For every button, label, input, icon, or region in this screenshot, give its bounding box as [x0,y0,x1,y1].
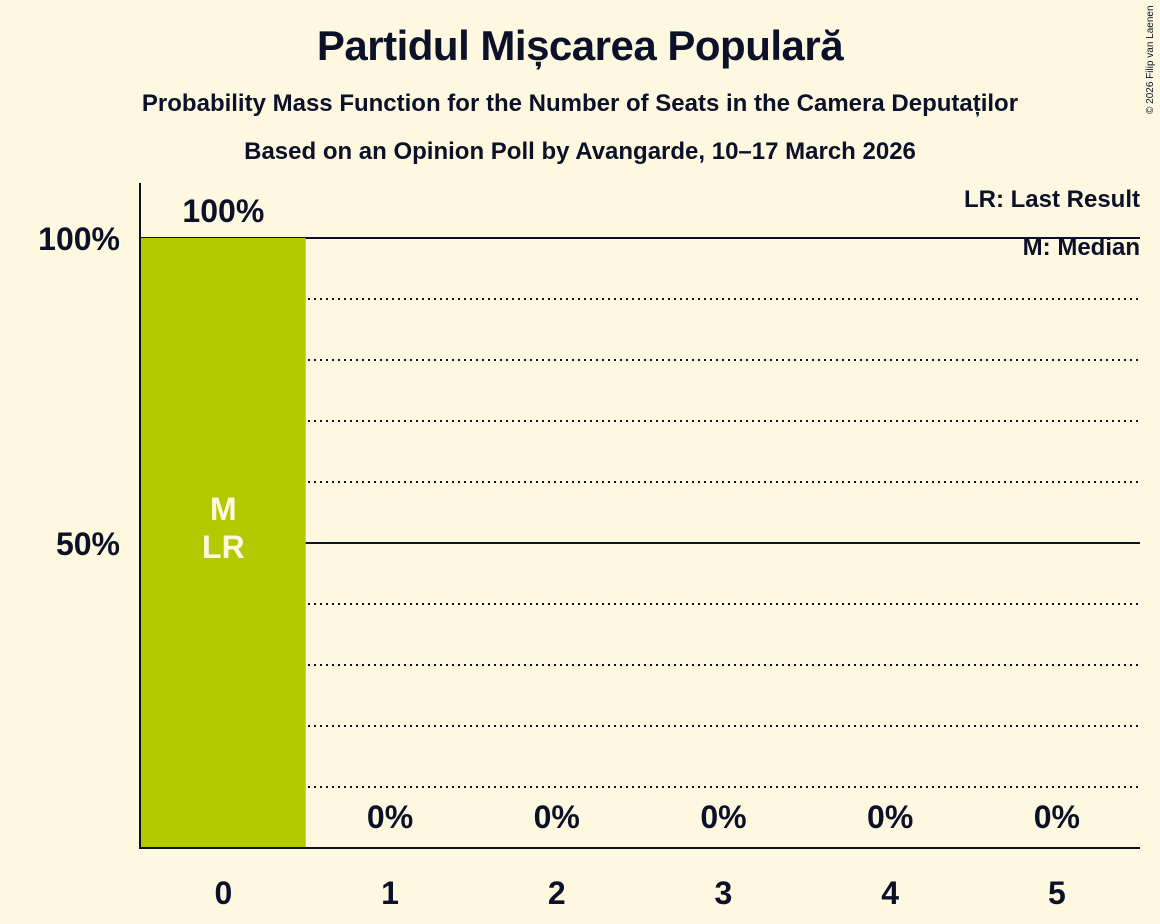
legend-last-result: LR: Last Result [963,186,1140,213]
gridlines [140,237,1140,788]
bar-value-label: 0% [534,799,580,835]
bar-value-label: 0% [867,799,913,835]
x-tick-label: 3 [715,875,733,911]
x-tick-label: 2 [548,875,566,911]
x-tick-label: 0 [214,875,232,911]
bar-value-label: 0% [1034,799,1080,835]
bar-value-label: 100% [182,193,264,229]
axes [139,183,1140,849]
bar-value-label: 0% [700,799,746,835]
labels: 100% 0 0% 1 0% 2 0% 3 0% 4 0% 5 MLR 50% 100% [38,193,1080,911]
bar-value-label: 0% [367,799,413,835]
chart-subtitle: Probability Mass Function for the Number… [141,90,1019,117]
y-tick-label: 50% [56,526,120,562]
legend-median: M: Median [1022,234,1140,261]
x-tick-label: 1 [381,875,399,911]
x-tick-label: 4 [881,875,899,911]
chart-source-line: Based on an Opinion Poll by Avangarde, 1… [244,138,916,165]
y-tick-label: 100% [38,221,120,257]
bars [141,238,306,848]
bar-annotation-m: M [210,491,237,527]
chart-title: Partidul Mișcarea Populară [316,22,844,69]
x-tick-label: 5 [1048,875,1066,911]
bar-annotation-lr: LR [202,529,245,565]
bar-0 [141,238,306,848]
